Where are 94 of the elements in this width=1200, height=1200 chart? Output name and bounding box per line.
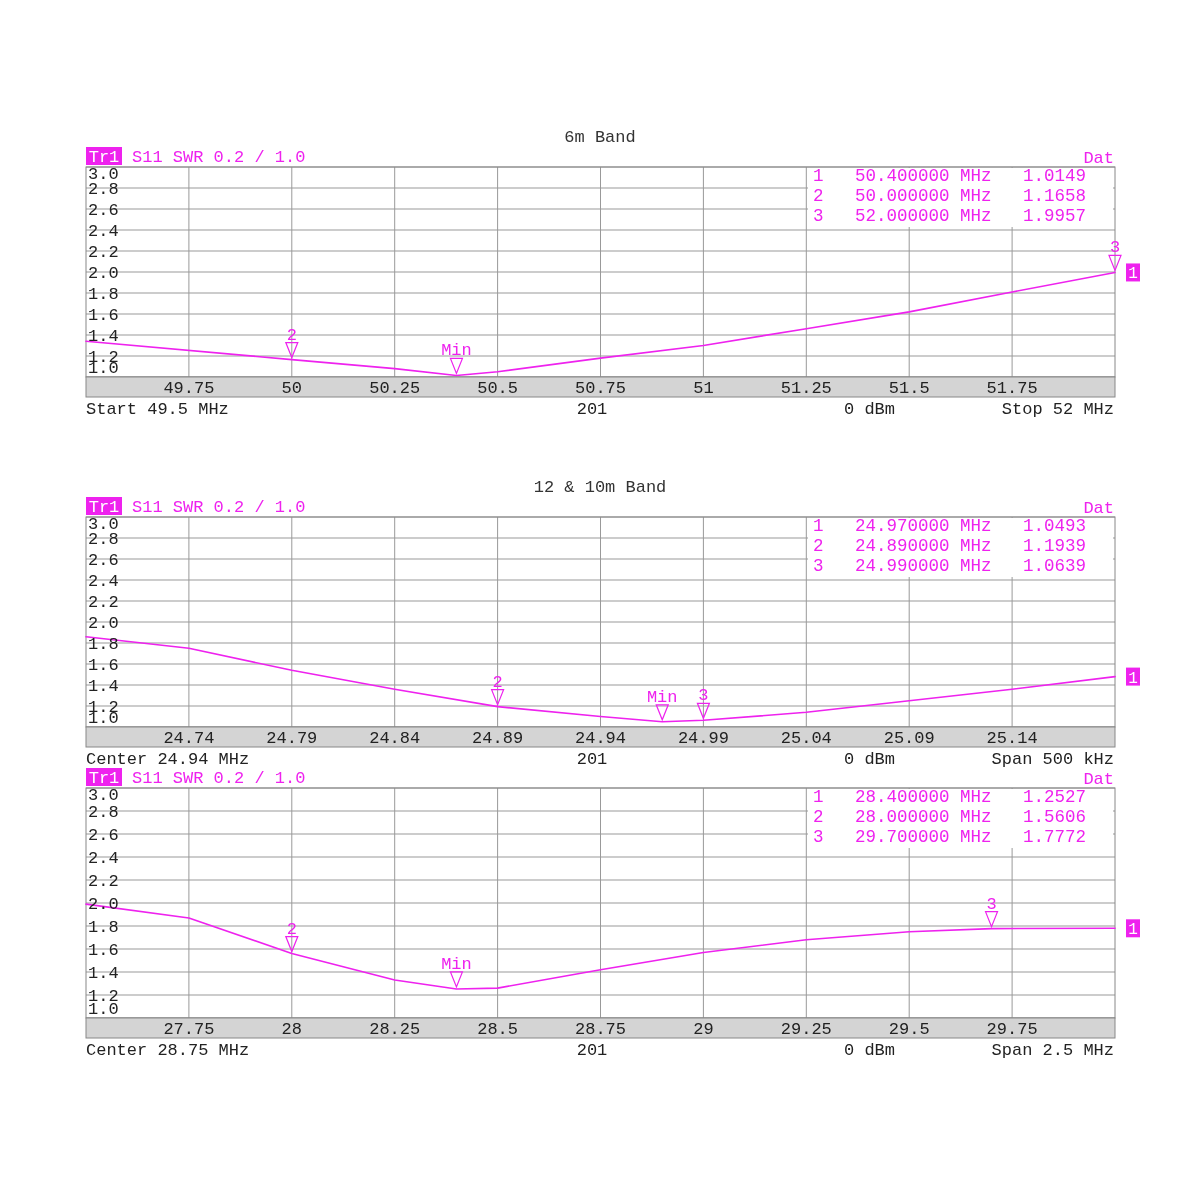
annotation: 3 29.700000 MHz 1.7772: [813, 827, 1087, 847]
x-tick-label: 51.5: [888, 379, 930, 398]
text: 201: [576, 400, 608, 419]
x-tick-label: 24.79: [266, 729, 318, 748]
annotation: Min: [441, 954, 472, 974]
y-tick-label: 2.8: [88, 803, 119, 822]
x-tick-label: 24.74: [163, 729, 215, 748]
annotation: 2: [286, 325, 297, 345]
y-tick-label: 2.0: [88, 614, 119, 633]
annotation: Dat: [1083, 499, 1114, 518]
annotation: Tr1: [88, 498, 120, 517]
text: Stop 52 MHz: [1001, 400, 1114, 419]
annotation: 1 50.400000 MHz 1.0149: [813, 166, 1087, 186]
annotation: Min: [441, 341, 472, 361]
annotation: Min: [646, 687, 678, 707]
x-tick-label: 28.75: [574, 1020, 627, 1039]
y-tick-label: 1.8: [88, 285, 119, 304]
line-series: [85, 635, 1116, 723]
y-tick-label: 1.4: [88, 677, 119, 696]
text: Start 49.5 MHz: [86, 400, 229, 419]
y-tick-label: 1.6: [88, 941, 119, 960]
annotation: 3: [986, 894, 997, 914]
annotation: 2 28.000000 MHz 1.5606: [813, 807, 1087, 827]
y-tick-label: 2.6: [88, 826, 119, 845]
x-tick-label: 25.14: [986, 729, 1038, 748]
annotation: 1 28.400000 MHz 1.2527: [813, 787, 1087, 807]
annotation: 2 50.000000 MHz 1.1658: [813, 186, 1087, 206]
text: 1: [1128, 265, 1138, 284]
x-tick-label: 25.04: [780, 729, 832, 748]
annotation: 3: [1109, 238, 1121, 258]
x-tick-label: 29: [693, 1020, 714, 1039]
text: Center 28.75 MHz: [86, 1041, 250, 1060]
x-tick-label: 49.75: [163, 379, 215, 398]
annotation: Tr1: [88, 148, 120, 167]
x-tick-label: 24.84: [369, 729, 421, 748]
x-tick-label: 50.25: [369, 379, 421, 398]
x-tick-label: 28.25: [369, 1020, 421, 1039]
text: 1: [1128, 921, 1138, 940]
text: Center 24.94 MHz: [86, 750, 250, 769]
x-tick-label: 24.94: [574, 729, 627, 748]
chart-title: 6m Band: [564, 128, 636, 147]
y-tick-label: 2.2: [88, 593, 119, 612]
text: 0 dBm: [843, 750, 895, 769]
annotation: Dat: [1083, 149, 1114, 168]
x-tick-label: 28.5: [477, 1020, 519, 1039]
text: 0 dBm: [843, 1041, 895, 1060]
x-tick-label: 50.75: [574, 379, 627, 398]
x-tick-label: 24.99: [677, 729, 729, 748]
x-tick-label: 29.5: [888, 1020, 930, 1039]
text: 0 dBm: [843, 400, 895, 419]
annotation: 3 24.990000 MHz 1.0639: [813, 556, 1087, 576]
y-tick-label: 2.6: [88, 201, 119, 220]
x-tick-label: 28: [281, 1020, 302, 1039]
annotation: Tr1: [88, 769, 120, 788]
y-tick-label: 2.2: [88, 243, 119, 262]
x-tick-label: 51.75: [986, 379, 1038, 398]
annotation: Dat: [1083, 770, 1114, 789]
text: 201: [576, 750, 608, 769]
x-tick-label: 51.25: [780, 379, 832, 398]
annotation: S11 SWR 0.2 / 1.0: [132, 148, 306, 167]
annotation: S11 SWR 0.2 / 1.0: [132, 498, 306, 517]
y-tick-label: 1.6: [88, 656, 119, 675]
text: Span 2.5 MHz: [991, 1041, 1114, 1060]
chart-title: 12 & 10m Band: [533, 478, 667, 497]
x-tick-label: 27.75: [163, 1020, 215, 1039]
y-tick-label: 2.2: [88, 872, 119, 891]
y-tick-label: 1.4: [88, 327, 119, 346]
annotation: 1 24.970000 MHz 1.0493: [813, 516, 1087, 536]
y-tick-label: 2.4: [88, 849, 119, 868]
annotation: 2: [492, 672, 503, 692]
x-tick-label: 25.09: [883, 729, 935, 748]
y-tick-label: 2.0: [88, 264, 119, 283]
y-tick-label: 3.0: [88, 786, 119, 805]
x-tick-label: 51: [693, 379, 714, 398]
annotation: 2: [286, 919, 297, 939]
x-tick-label: 29.75: [986, 1020, 1038, 1039]
y-tick-label: 1.6: [88, 306, 119, 325]
x-tick-label: 50.5: [477, 379, 519, 398]
y-tick-label: 1.4: [88, 964, 119, 983]
y-tick-label: 2.4: [88, 222, 119, 241]
y-tick-label: 1.8: [88, 918, 119, 937]
x-tick-label: 24.89: [472, 729, 524, 748]
y-tick-label: 1.8: [88, 635, 119, 654]
annotation: S11 SWR 0.2 / 1.0: [132, 769, 306, 788]
annotation: 3: [698, 686, 709, 706]
annotation: 3 52.000000 MHz 1.9957: [813, 206, 1087, 226]
x-tick-label: 50: [281, 379, 302, 398]
text: Span 500 kHz: [991, 750, 1114, 769]
y-tick-label: 2.4: [88, 572, 119, 591]
text: 1: [1128, 669, 1138, 688]
text: 201: [576, 1041, 608, 1060]
y-tick-label: 2.6: [88, 551, 119, 570]
x-tick-label: 29.25: [780, 1020, 832, 1039]
annotation: 2 24.890000 MHz 1.1939: [813, 536, 1087, 556]
